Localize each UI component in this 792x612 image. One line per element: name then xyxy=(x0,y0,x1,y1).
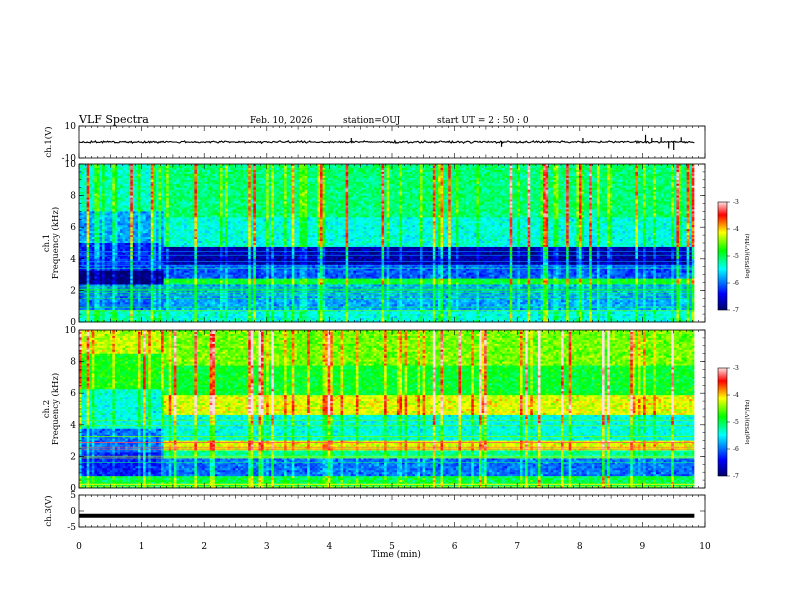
station-label: station=OUJ xyxy=(343,116,401,126)
start-time-label: start UT = 2 : 50 : 0 xyxy=(437,116,529,126)
ch1-spectrogram-heatmap xyxy=(79,164,705,322)
date-label: Feb. 10, 2026 xyxy=(250,116,313,126)
figure-title: VLF Spectra xyxy=(78,113,149,126)
ch1-waveform-panel: 10-10 ch.1(V) xyxy=(43,122,705,164)
y-tick-label: 10 xyxy=(65,122,77,132)
ch1-waveform-ylabel: ch.1(V) xyxy=(43,126,54,157)
